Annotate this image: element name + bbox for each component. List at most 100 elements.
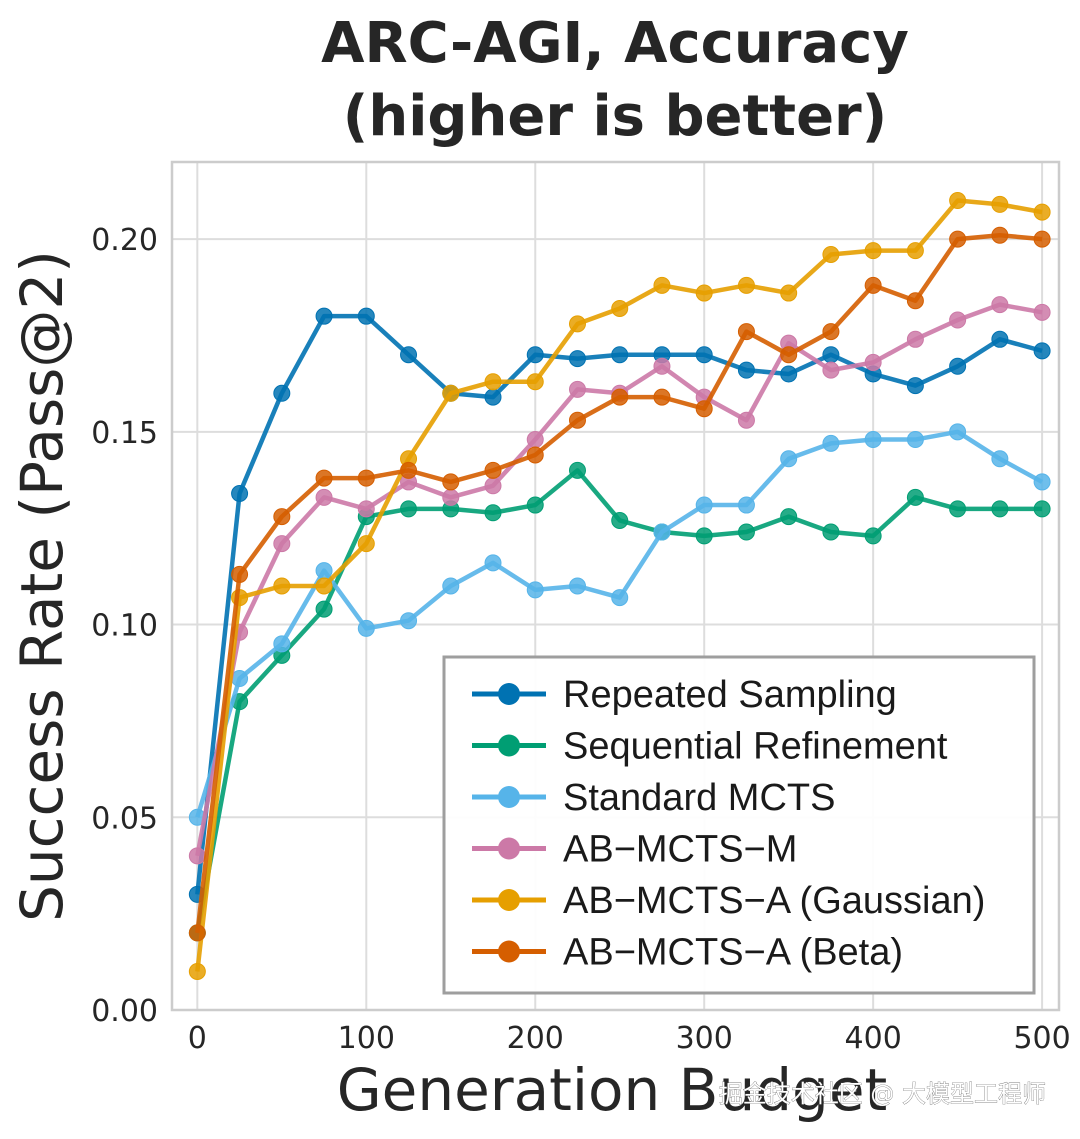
data-point xyxy=(484,554,502,572)
legend-label: AB−MCTS−A (Beta) xyxy=(563,932,903,974)
data-point xyxy=(864,527,882,545)
data-point xyxy=(906,330,924,348)
data-point xyxy=(568,411,586,429)
data-point xyxy=(864,431,882,449)
x-tick-label: 100 xyxy=(338,1021,395,1056)
chart-title-line1: ARC-AGI, Accuracy xyxy=(321,11,909,76)
data-point xyxy=(949,230,967,248)
legend-item: Repeated Sampling xyxy=(472,674,897,716)
data-point xyxy=(357,619,375,637)
data-point xyxy=(991,195,1009,213)
data-point xyxy=(526,431,544,449)
plot-frame xyxy=(170,160,1061,1012)
data-point xyxy=(526,373,544,391)
data-point xyxy=(231,484,249,502)
legend: Repeated Sampling Sequential Refinement St… xyxy=(442,655,1036,995)
data-point xyxy=(906,488,924,506)
data-point xyxy=(231,565,249,583)
data-point xyxy=(568,315,586,333)
data-point xyxy=(315,577,333,595)
data-point xyxy=(822,323,840,341)
legend-marker xyxy=(498,786,520,808)
data-point xyxy=(357,500,375,518)
data-point xyxy=(991,450,1009,468)
data-point xyxy=(1033,473,1051,491)
series-1 xyxy=(188,461,1051,942)
data-point xyxy=(780,508,798,526)
data-point xyxy=(780,346,798,364)
data-point xyxy=(357,307,375,325)
data-point xyxy=(273,384,291,402)
data-point xyxy=(906,292,924,310)
legend-label: Repeated Sampling xyxy=(563,674,897,716)
data-point xyxy=(315,469,333,487)
y-tick-label: 0.10 xyxy=(91,609,158,644)
data-point xyxy=(991,226,1009,244)
legend-label: AB−MCTS−M xyxy=(563,829,797,871)
y-tick-labels: 0.00 0.05 0.10 0.15 0.20 xyxy=(91,223,158,1029)
series-layer xyxy=(188,192,1051,980)
data-point xyxy=(611,388,629,406)
data-point xyxy=(273,635,291,653)
x-axis-label: Generation Budget xyxy=(337,1056,888,1124)
data-point xyxy=(400,612,418,630)
data-point xyxy=(442,577,460,595)
data-point xyxy=(442,384,460,402)
data-point xyxy=(1033,203,1051,221)
data-point xyxy=(357,469,375,487)
series-0 xyxy=(188,307,1051,903)
data-point xyxy=(611,299,629,317)
data-point xyxy=(568,350,586,368)
data-point xyxy=(864,276,882,294)
legend-items: Repeated Sampling Sequential Refinement St… xyxy=(472,674,985,974)
data-point xyxy=(611,511,629,529)
legend-item: Sequential Refinement xyxy=(472,726,948,768)
data-point xyxy=(949,500,967,518)
legend-item: AB−MCTS−A (Beta) xyxy=(472,932,903,974)
data-point xyxy=(442,488,460,506)
y-axis-label: Success Rate (Pass@2) xyxy=(8,250,76,922)
data-point xyxy=(1033,230,1051,248)
data-point xyxy=(526,581,544,599)
data-point xyxy=(991,296,1009,314)
watermark: 掘金技术社区 @ 大模型工程师 xyxy=(719,1080,1046,1108)
data-point xyxy=(273,508,291,526)
data-point xyxy=(991,330,1009,348)
data-point xyxy=(737,276,755,294)
data-point xyxy=(695,400,713,418)
data-point xyxy=(1033,500,1051,518)
data-point xyxy=(695,346,713,364)
data-point xyxy=(526,446,544,464)
data-point xyxy=(315,307,333,325)
data-point xyxy=(949,357,967,375)
data-point xyxy=(695,527,713,545)
data-point xyxy=(737,496,755,514)
data-point xyxy=(695,496,713,514)
data-point xyxy=(273,535,291,553)
data-point xyxy=(484,461,502,479)
x-tick-label: 400 xyxy=(845,1021,902,1056)
data-point xyxy=(695,284,713,302)
data-point xyxy=(822,346,840,364)
data-point xyxy=(737,361,755,379)
legend-marker xyxy=(498,683,520,705)
data-point xyxy=(1033,342,1051,360)
data-point xyxy=(611,346,629,364)
data-point xyxy=(526,346,544,364)
data-point xyxy=(991,500,1009,518)
y-tick-label: 0.15 xyxy=(91,416,158,451)
data-point xyxy=(400,461,418,479)
data-point xyxy=(906,431,924,449)
data-point xyxy=(949,192,967,210)
data-point xyxy=(273,577,291,595)
x-tick-label: 300 xyxy=(676,1021,733,1056)
data-point xyxy=(188,924,206,942)
legend-marker xyxy=(498,889,520,911)
data-point xyxy=(864,242,882,260)
y-tick-label: 0.20 xyxy=(91,223,158,258)
data-point xyxy=(949,423,967,441)
data-point xyxy=(780,450,798,468)
data-point xyxy=(526,496,544,514)
legend-item: Standard MCTS xyxy=(472,777,835,819)
